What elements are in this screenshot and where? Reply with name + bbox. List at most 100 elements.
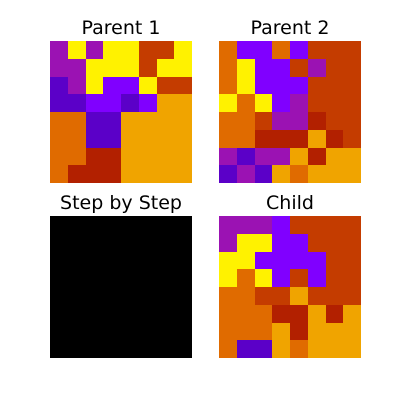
parent1-cell bbox=[174, 165, 192, 183]
child-cell bbox=[219, 340, 237, 358]
parent2-cell bbox=[219, 165, 237, 183]
child-cell bbox=[219, 233, 237, 252]
parent1-cell bbox=[121, 165, 139, 183]
child-cell bbox=[290, 251, 308, 270]
parent1-cell bbox=[138, 58, 157, 77]
parent1-cell bbox=[138, 165, 157, 183]
child-cell bbox=[343, 340, 361, 358]
parent1-cell bbox=[138, 41, 157, 59]
parent2-cell bbox=[272, 76, 290, 95]
child-cell bbox=[236, 269, 255, 287]
child-cell bbox=[290, 322, 308, 341]
child-cell bbox=[219, 269, 237, 287]
child-cell bbox=[307, 269, 326, 287]
parent2-cell bbox=[236, 76, 255, 95]
parent2-cell bbox=[272, 58, 290, 77]
parent2-cell bbox=[254, 165, 273, 183]
parent1-cell bbox=[121, 94, 139, 112]
parent2-cell bbox=[343, 112, 361, 130]
parent1-cell bbox=[121, 58, 139, 77]
child-cell bbox=[236, 322, 255, 341]
parent1-cell bbox=[174, 112, 192, 130]
child-cell bbox=[272, 340, 290, 358]
parent1-cell bbox=[50, 41, 68, 59]
parent1-cell bbox=[67, 129, 86, 148]
parent2-cell bbox=[343, 41, 361, 59]
parent1-cell bbox=[85, 76, 104, 95]
child-cell bbox=[290, 233, 308, 252]
child-cell bbox=[219, 251, 237, 270]
child-cell bbox=[290, 304, 308, 323]
parent2-cell bbox=[272, 112, 290, 130]
child-cell bbox=[307, 322, 326, 341]
parent2-cell bbox=[254, 76, 273, 95]
parent1-cell bbox=[103, 147, 121, 166]
parent1-cell bbox=[174, 58, 192, 77]
parent2-cell bbox=[343, 94, 361, 112]
parent1-cell bbox=[174, 147, 192, 166]
parent1-cell bbox=[156, 58, 175, 77]
parent2-cell bbox=[307, 76, 326, 95]
parent1-cell bbox=[67, 147, 86, 166]
parent2-cell bbox=[290, 76, 308, 95]
parent1-cell bbox=[174, 41, 192, 59]
parent2-cell bbox=[325, 58, 344, 77]
parent1-cell bbox=[103, 76, 121, 95]
child-cell bbox=[236, 304, 255, 323]
parent1-cell bbox=[85, 41, 104, 59]
child-cell bbox=[254, 233, 273, 252]
parent2-cell bbox=[236, 165, 255, 183]
parent2-cell bbox=[290, 147, 308, 166]
child-cell bbox=[254, 340, 273, 358]
parent1-cell bbox=[85, 129, 104, 148]
parent2-cell bbox=[290, 129, 308, 148]
child-cell bbox=[343, 216, 361, 234]
child-cell bbox=[290, 269, 308, 287]
parent2-cell bbox=[236, 112, 255, 130]
parent2-cell bbox=[307, 94, 326, 112]
child-cell bbox=[254, 251, 273, 270]
parent2-cell bbox=[219, 76, 237, 95]
parent2-cell bbox=[343, 129, 361, 148]
parent1-title: Parent 1 bbox=[81, 17, 161, 39]
parent2-cell bbox=[325, 94, 344, 112]
child-cell bbox=[272, 287, 290, 305]
child-grid bbox=[219, 216, 361, 358]
parent2-cell bbox=[272, 41, 290, 59]
parent1-cell bbox=[156, 94, 175, 112]
child-cell bbox=[343, 322, 361, 341]
parent1-cell bbox=[85, 165, 104, 183]
child-title: Child bbox=[266, 192, 314, 214]
parent2-cell bbox=[236, 94, 255, 112]
parent1-cell bbox=[103, 129, 121, 148]
child-cell bbox=[236, 251, 255, 270]
child-cell bbox=[290, 216, 308, 234]
child-cell bbox=[343, 251, 361, 270]
child-cell bbox=[325, 216, 344, 234]
parent2-cell bbox=[307, 147, 326, 166]
parent2-cell bbox=[290, 94, 308, 112]
parent2-cell bbox=[307, 41, 326, 59]
parent1-cell bbox=[103, 165, 121, 183]
parent2-cell bbox=[254, 129, 273, 148]
child-cell bbox=[325, 340, 344, 358]
child-cell bbox=[272, 269, 290, 287]
child-cell bbox=[254, 322, 273, 341]
parent1-cell bbox=[50, 94, 68, 112]
child-cell bbox=[325, 322, 344, 341]
parent1-cell bbox=[85, 112, 104, 130]
parent1-cell bbox=[121, 112, 139, 130]
parent2-cell bbox=[325, 165, 344, 183]
child-cell bbox=[236, 287, 255, 305]
parent2-cell bbox=[254, 112, 273, 130]
parent2-cell bbox=[236, 41, 255, 59]
parent2-cell bbox=[219, 147, 237, 166]
child-cell bbox=[219, 287, 237, 305]
parent1-cell bbox=[85, 147, 104, 166]
parent1-cell bbox=[174, 94, 192, 112]
child-cell bbox=[272, 322, 290, 341]
child-cell bbox=[254, 287, 273, 305]
parent2-cell bbox=[272, 129, 290, 148]
parent2-cell bbox=[343, 76, 361, 95]
parent1-cell bbox=[50, 58, 68, 77]
